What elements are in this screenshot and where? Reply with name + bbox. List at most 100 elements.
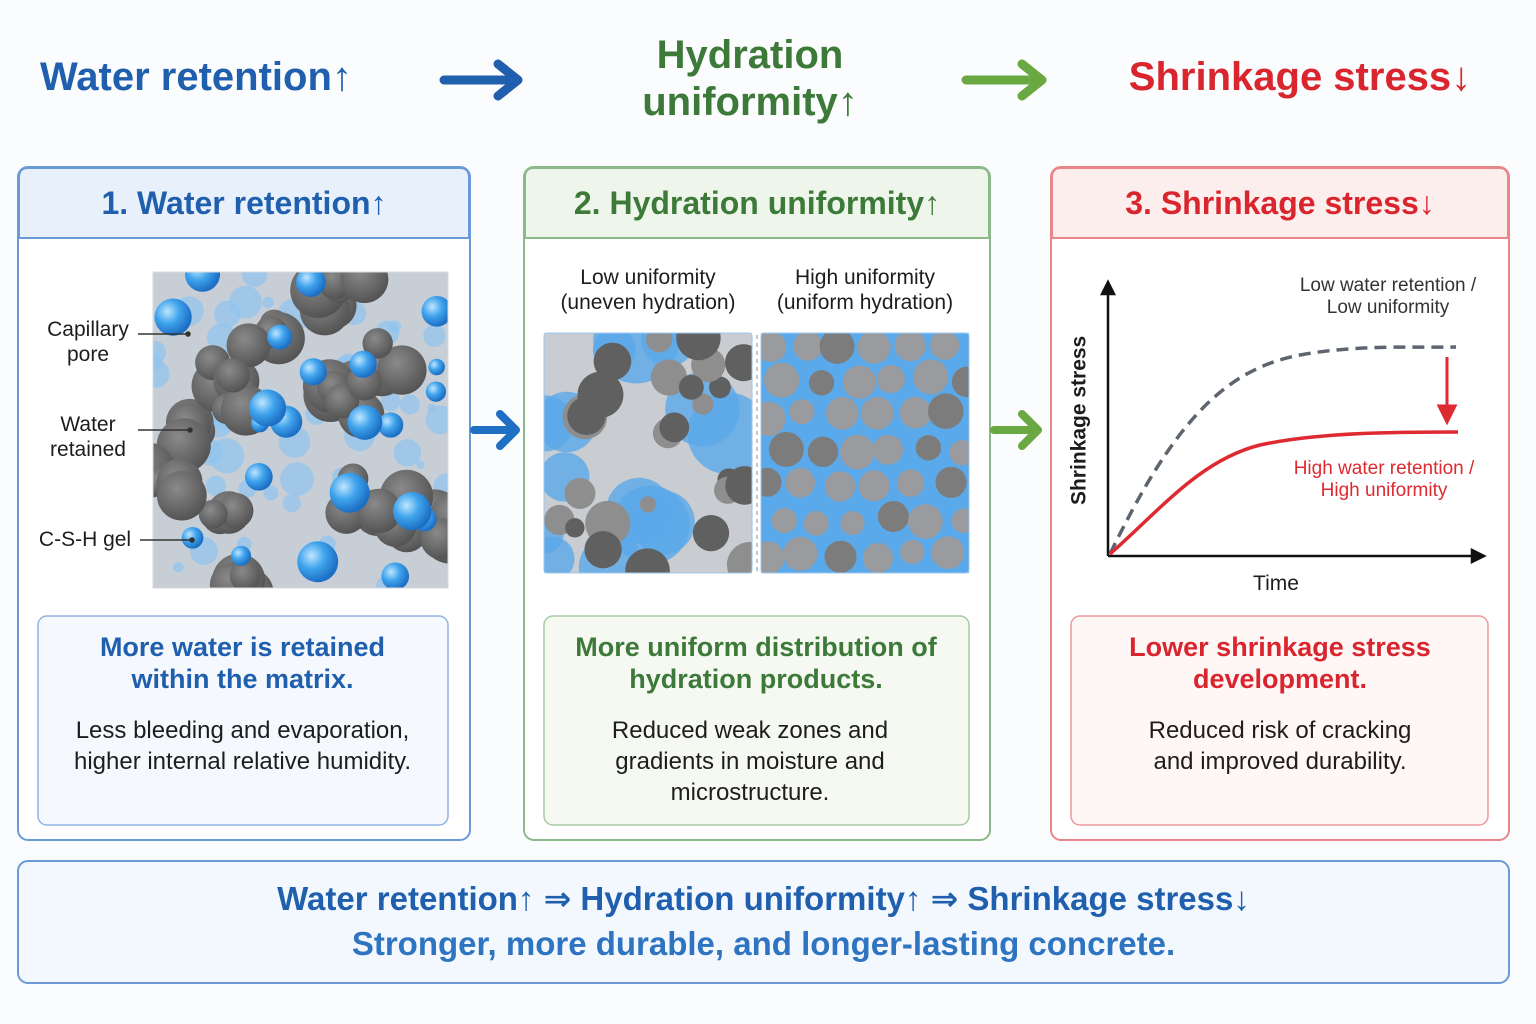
particle (425, 381, 447, 402)
panel-title: 1. Water retention↑ (101, 185, 387, 221)
particle (282, 493, 301, 513)
particle (217, 492, 254, 529)
particle (184, 272, 221, 292)
microstructure-image (153, 272, 448, 588)
particle (393, 439, 422, 467)
particle (768, 431, 804, 467)
flow-step: Shrinkage stress↓ (1128, 55, 1472, 99)
particle (564, 478, 596, 509)
caption-box (543, 615, 970, 826)
particle (935, 466, 967, 498)
particle (951, 508, 969, 533)
particle (349, 350, 377, 378)
particle (915, 435, 942, 461)
particle (927, 393, 964, 430)
particle (173, 561, 184, 573)
particle (930, 333, 960, 360)
particle (840, 510, 865, 536)
flow-arrow (961, 59, 1047, 101)
particle (423, 324, 446, 347)
particle (262, 296, 274, 309)
particle (783, 536, 818, 571)
particle (949, 440, 969, 466)
particle (826, 397, 859, 430)
particle (692, 514, 730, 552)
particle (428, 358, 445, 376)
particle (857, 333, 891, 364)
particle (631, 490, 695, 555)
particle (297, 541, 339, 583)
particle (877, 500, 909, 532)
particle (931, 536, 965, 570)
particle (153, 340, 167, 364)
image-label: High uniformity (uniform hydration) (776, 266, 954, 314)
particle (416, 460, 425, 469)
particle (380, 391, 401, 412)
x-axis-label: Time (1253, 572, 1299, 595)
y-axis-label: Shrinkage stress (1067, 335, 1091, 506)
particle (873, 434, 903, 465)
particle (785, 467, 816, 498)
particle (761, 333, 787, 362)
particle (789, 399, 815, 425)
particle (425, 405, 448, 435)
particle (900, 539, 925, 565)
image-border (760, 332, 970, 574)
particle (280, 462, 314, 497)
particle (226, 323, 271, 368)
particle (156, 470, 207, 521)
particle (764, 362, 800, 398)
particle (427, 403, 436, 413)
flow-arrow (470, 410, 520, 450)
caption-body: Reduced weak zones and gradients in mois… (611, 717, 889, 807)
curve-label: High water retention / High uniformity (1293, 458, 1475, 502)
reduction-arrow (1436, 357, 1458, 426)
curve-high (1108, 430, 1459, 556)
particle (421, 295, 448, 327)
panel-title: 2. Hydration uniformity↑ (573, 185, 941, 221)
particle (725, 466, 752, 505)
particle (378, 412, 404, 438)
particle (244, 462, 273, 491)
image-label: Low uniformity (uneven hydration) (560, 266, 736, 314)
panel-header (524, 167, 990, 239)
particle (215, 358, 250, 393)
particle (263, 485, 279, 501)
particle (625, 548, 670, 573)
particle (840, 434, 875, 470)
image-label: C-S-H gel (38, 528, 132, 551)
particle (771, 507, 797, 534)
curve-low (1108, 345, 1457, 555)
summary-chain: Water retention↑ ⇒ Hydration uniformity↑… (277, 880, 1250, 917)
particle (676, 333, 721, 361)
particle (709, 376, 731, 399)
particle (393, 491, 432, 531)
particle (860, 396, 894, 430)
particle (824, 471, 856, 502)
leader-line (138, 331, 195, 543)
particle (645, 333, 673, 353)
particle (208, 438, 245, 474)
particle (362, 328, 393, 359)
particle (377, 345, 427, 395)
particle (913, 359, 949, 395)
chart-axes (1099, 279, 1487, 565)
particle (907, 504, 943, 539)
caption-box (37, 615, 449, 826)
particle (229, 560, 261, 588)
particle (803, 510, 829, 536)
particle (819, 333, 855, 364)
particle (858, 470, 890, 502)
particle (231, 545, 252, 566)
caption-heading: Lower shrinkage stress development. (1129, 632, 1431, 694)
summary-conclusion: Stronger, more durable, and longer-lasti… (351, 925, 1176, 962)
caption-heading: More water is retained within the matrix… (99, 632, 386, 694)
particle (761, 401, 786, 437)
microstructure-image (544, 333, 752, 573)
particle (639, 496, 657, 513)
curve-label: Low water retention / Low uniformity (1299, 275, 1477, 319)
particle (296, 272, 326, 297)
flow-step: Water retention↑ (40, 55, 352, 99)
